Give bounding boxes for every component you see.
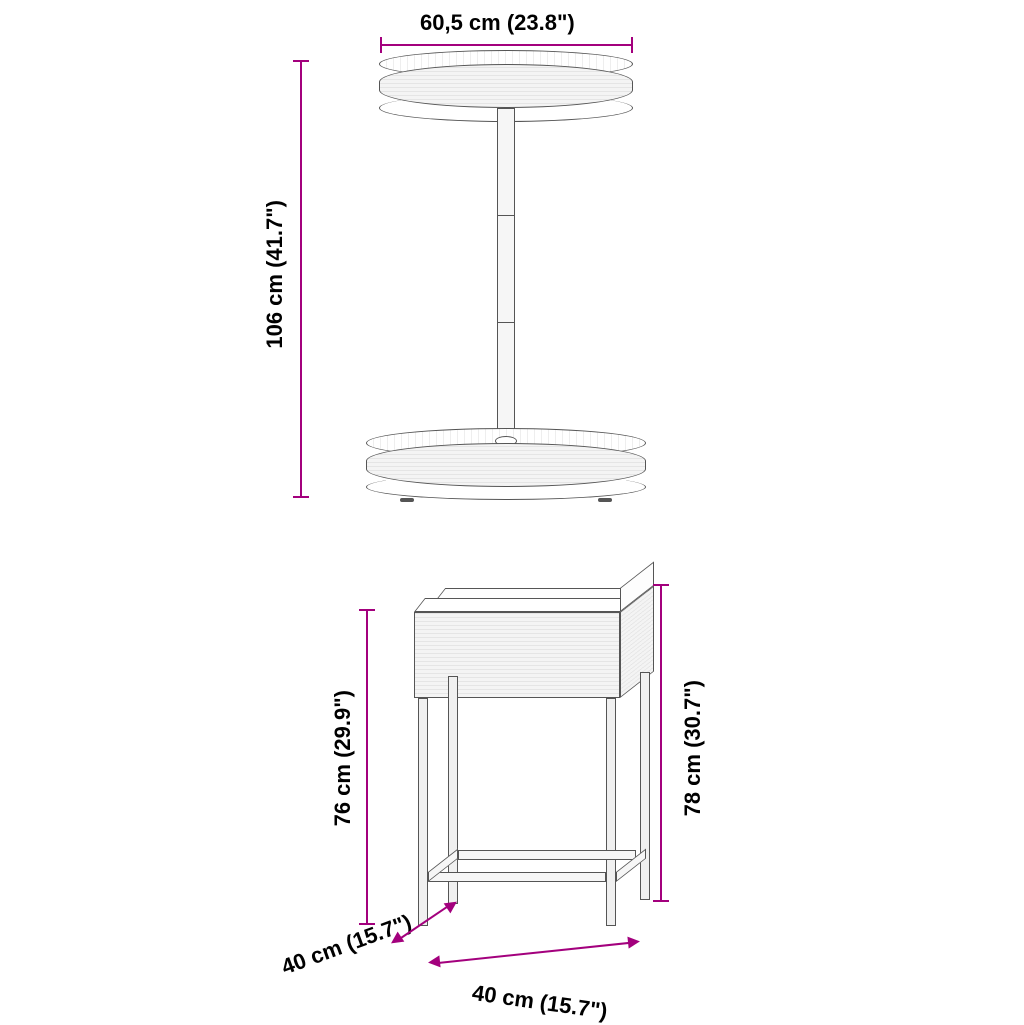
- diagram-stage: 60,5 cm (23.8") 106 cm (41.7") 76 c: [0, 0, 1024, 1024]
- label-stool-height-seat: 76 cm (29.9"): [330, 690, 356, 826]
- label-stool-height-total: 78 cm (30.7"): [680, 680, 706, 816]
- label-stool-width: 40 cm (15.7"): [470, 980, 609, 1025]
- label-table-height: 106 cm (41.7"): [262, 200, 288, 349]
- label-table-width: 60,5 cm (23.8"): [420, 10, 575, 36]
